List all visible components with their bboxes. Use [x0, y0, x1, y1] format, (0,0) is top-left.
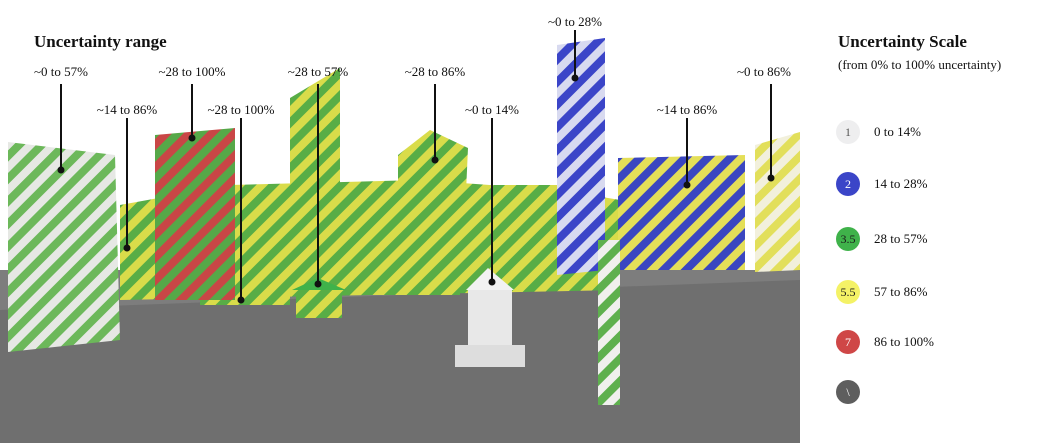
legend-swatch: \ — [836, 380, 860, 404]
left-title: Uncertainty range — [34, 32, 167, 51]
right-building — [755, 132, 800, 272]
legend-label: 57 to 86% — [874, 284, 928, 299]
legend-label: 0 to 14% — [874, 124, 921, 139]
callout-dots — [57, 74, 775, 304]
legend-label: 14 to 28% — [874, 176, 928, 191]
legend-subtitle: (from 0% to 100% uncertainty) — [838, 57, 1002, 72]
callout-label: ~28 to 100% — [207, 102, 275, 117]
legend-swatch: 2 — [836, 172, 860, 196]
red-tower — [155, 128, 235, 300]
legend-item: 2 14 to 28% — [836, 172, 927, 196]
roof-house — [398, 130, 468, 280]
legend-swatch: 7 — [836, 330, 860, 354]
callout-lines — [60, 30, 772, 300]
white-monument — [455, 268, 525, 367]
green-tower — [290, 68, 340, 295]
callout-label: ~0 to 86% — [737, 64, 791, 79]
palace — [618, 155, 745, 270]
callout-label: ~0 to 57% — [34, 64, 88, 79]
striped-column — [598, 240, 620, 405]
callout-label: ~0 to 28% — [548, 14, 602, 29]
background-buildings — [120, 180, 620, 305]
left-building — [8, 142, 120, 352]
callout-label: ~0 to 14% — [465, 102, 519, 117]
callout-label: ~28 to 86% — [404, 64, 466, 79]
callout-label: ~14 to 86% — [96, 102, 158, 117]
legend-label: 86 to 100% — [874, 334, 934, 349]
callout-label: ~28 to 100% — [158, 64, 226, 79]
callout-label: ~14 to 86% — [656, 102, 718, 117]
legend-item: 7 86 to 100% — [836, 330, 934, 354]
legend-swatch: 1 — [836, 120, 860, 144]
legend-item: \ — [836, 380, 874, 404]
legend-title: Uncertainty Scale — [838, 32, 967, 51]
legend-item: 5.5 57 to 86% — [836, 280, 927, 304]
legend-item: 3.5 28 to 57% — [836, 227, 927, 251]
piazza-render — [0, 30, 800, 443]
bell-tower — [557, 38, 605, 275]
callout-label: ~28 to 57% — [287, 64, 349, 79]
legend-label: 28 to 57% — [874, 231, 928, 246]
legend-swatch: 5.5 — [836, 280, 860, 304]
legend-swatch: 3.5 — [836, 227, 860, 251]
legend-item: 1 0 to 14% — [836, 120, 921, 144]
